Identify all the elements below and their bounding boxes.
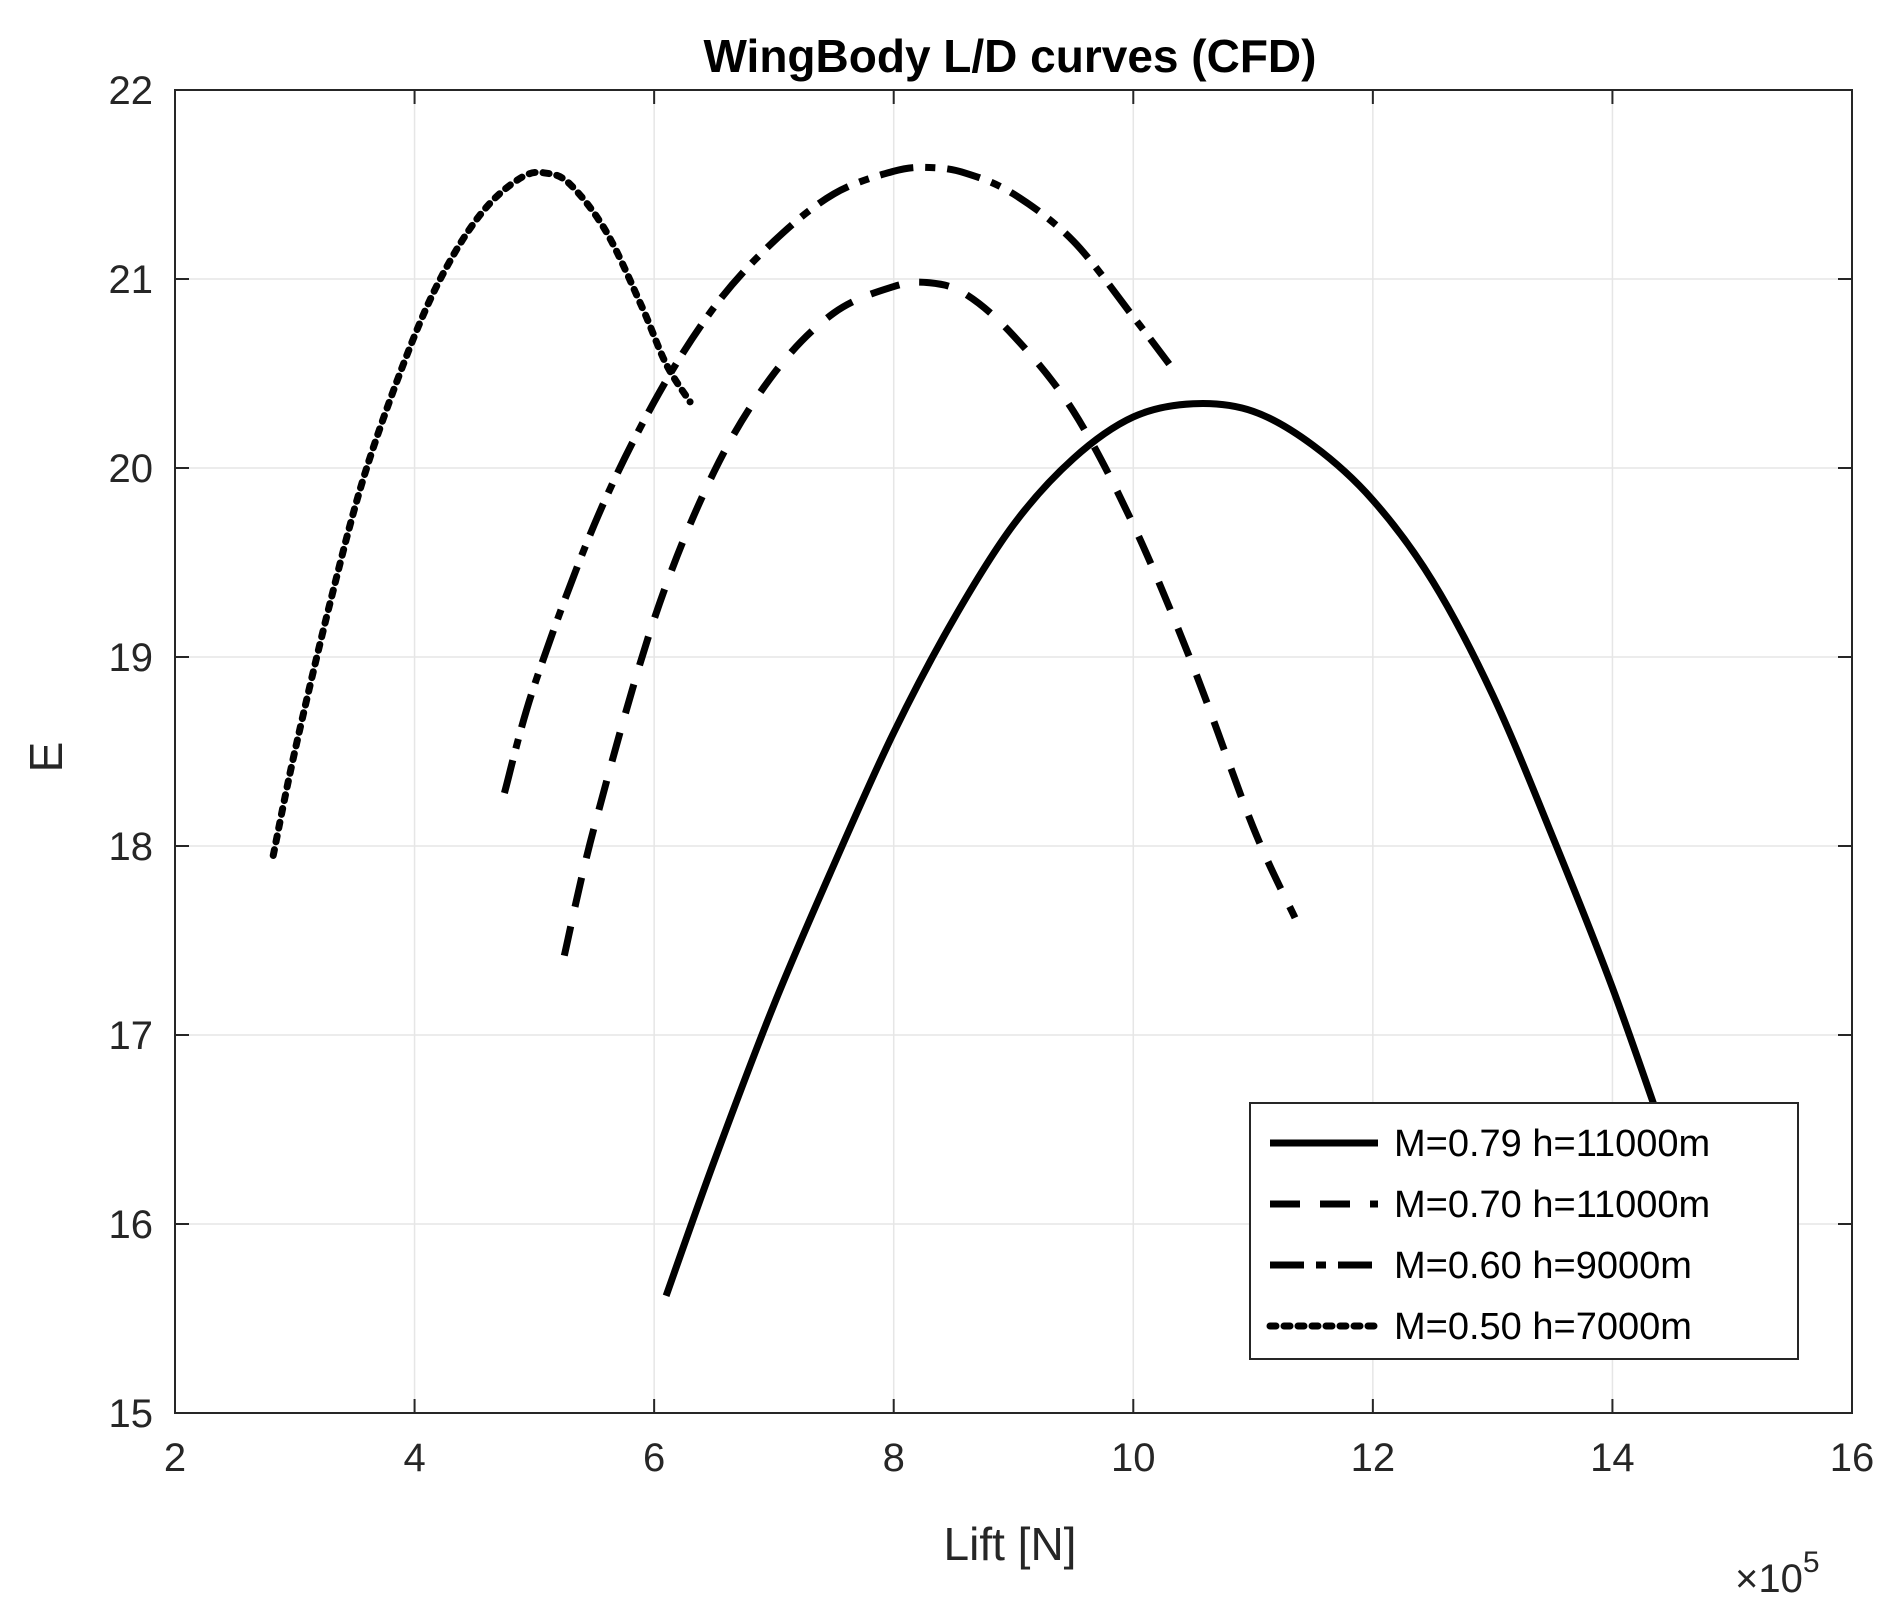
legend: M=0.79 h=11000m M=0.70 h=11000m M=0.60 h=9…	[1249, 1102, 1799, 1360]
x-tick-label: 8	[883, 1436, 905, 1480]
frame-layer	[174, 89, 1853, 1414]
series-line-3	[501, 163, 1173, 795]
legend-label-1: M=0.79 h=11000m	[1394, 1123, 1710, 1165]
y-tick-label: 20	[109, 447, 154, 491]
x-axis-label: Lift [N]	[944, 1518, 1077, 1570]
series-line-4	[269, 168, 694, 859]
series-layer	[269, 163, 1676, 1297]
y-tick-label: 21	[109, 258, 154, 302]
y-tick-label: 16	[109, 1203, 154, 1247]
tick-layer: 2 4 6 8 10 12 14 16 15 16 17 18 19 20 21 22	[109, 69, 1875, 1480]
x-tick-label: 12	[1351, 1436, 1396, 1480]
y-tick-label: 17	[109, 1014, 154, 1058]
x-axis-multiplier: ×105	[1735, 1546, 1820, 1600]
series-line-2	[560, 278, 1299, 957]
y-tick-label: 22	[109, 69, 154, 113]
legend-label-3: M=0.60 h=9000m	[1394, 1245, 1692, 1287]
x-tick-label: 14	[1590, 1436, 1635, 1480]
chart-title: WingBody L/D curves (CFD)	[704, 30, 1317, 82]
x-axis-multiplier-exponent: 5	[1803, 1546, 1820, 1579]
x-tick-label: 16	[1830, 1436, 1875, 1480]
x-tick-label: 6	[643, 1436, 665, 1480]
legend-label-4: M=0.50 h=7000m	[1394, 1306, 1692, 1348]
plot-frame	[174, 89, 1853, 1414]
legend-label-2: M=0.70 h=11000m	[1394, 1184, 1710, 1226]
y-tick-label: 18	[109, 825, 154, 869]
x-tick-label: 4	[403, 1436, 425, 1480]
x-tick-label: 2	[164, 1436, 186, 1480]
y-tick-label: 19	[109, 636, 154, 680]
series-line-1	[662, 400, 1676, 1297]
x-tick-label: 10	[1111, 1436, 1156, 1480]
x-axis-multiplier-base: ×10	[1735, 1557, 1803, 1600]
y-axis-label: E	[20, 742, 72, 773]
y-tick-label: 15	[109, 1392, 154, 1436]
